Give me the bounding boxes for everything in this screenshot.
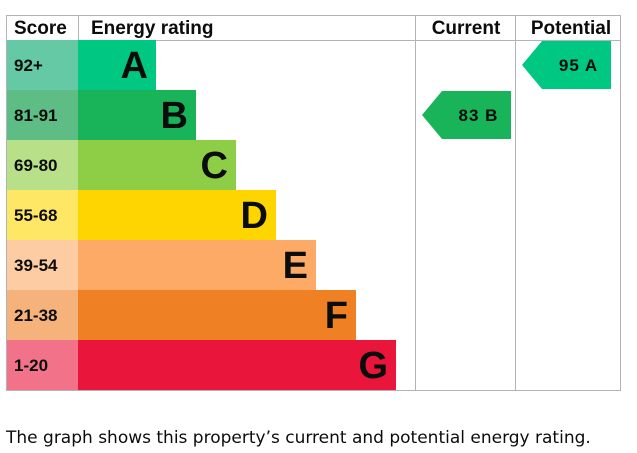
score-cell-c [7,140,78,190]
band-letter-b: B [161,95,188,137]
header-potential: Potential [531,18,611,39]
score-cell-b [7,90,78,140]
band-bar-f [78,290,356,340]
score-label-b: 81-91 [14,106,57,125]
header-current: Current [432,18,501,39]
rating-bands: 92+ A 81-91 B 69-80 C 55-68 D 39-54 E 21-38 F 1-20 G [7,40,396,390]
score-cell-d [7,190,78,240]
score-label-f: 21-38 [14,306,57,325]
score-cell-a [7,40,78,90]
chart-caption: The graph shows this property’s current … [6,428,591,448]
band-letter-d: D [241,195,268,237]
score-label-e: 39-54 [14,256,58,275]
band-letter-a: A [121,45,148,87]
band-bar-d [78,190,276,240]
score-cell-g [7,340,78,390]
band-bar-g [78,340,396,390]
band-letter-c: C [201,145,228,187]
band-bar-c [78,140,236,190]
band-bar-a [78,40,156,90]
band-letter-g: G [358,345,388,387]
score-label-g: 1-20 [14,356,48,375]
current-rating-label: 83 B [459,106,499,125]
current-arrow [422,91,511,139]
band-bar-e [78,240,316,290]
potential-rating-label: 95 A [559,56,598,75]
band-letter-f: F [325,295,348,337]
rating-indicators: 83 B 95 A [422,41,611,139]
band-bar-b [78,90,196,140]
potential-arrow [522,41,611,89]
epc-chart: Score Energy rating Current Potential 92… [6,15,621,391]
score-label-a: 92+ [14,56,43,75]
score-cell-f [7,290,78,340]
score-label-c: 69-80 [14,156,57,175]
score-label-d: 55-68 [14,206,57,225]
header-score: Score [14,18,67,39]
score-cell-e [7,240,78,290]
band-letter-e: E [283,245,308,287]
header-energy-rating: Energy rating [91,18,213,39]
